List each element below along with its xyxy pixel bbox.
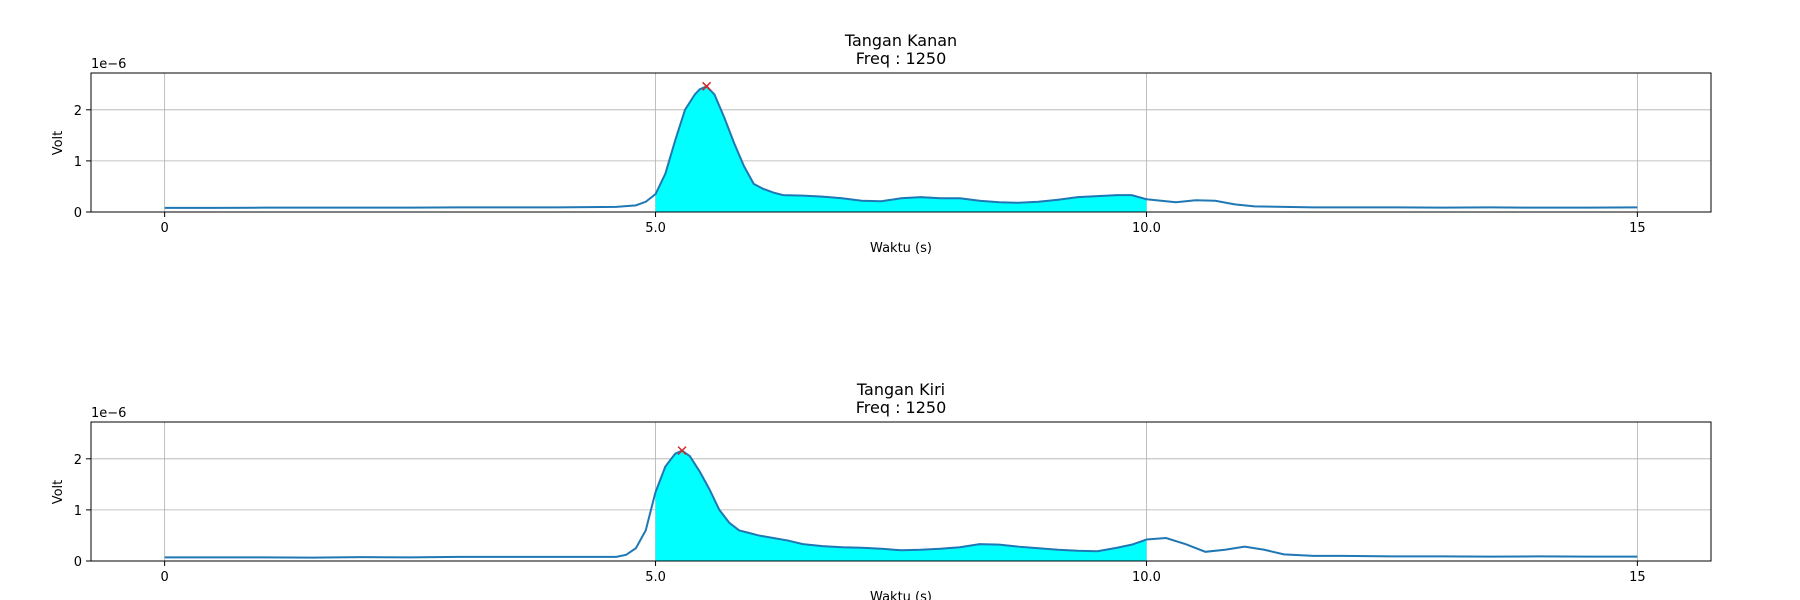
axes-frame — [90, 72, 1712, 213]
y-scale-label: 1e−6 — [91, 406, 126, 421]
chart-title: Tangan Kiri — [856, 380, 945, 399]
fill-area — [655, 450, 1147, 561]
x-tick-label: 10.0 — [1132, 221, 1161, 236]
axes-frame — [90, 421, 1712, 562]
x-axis-label: Waktu (s) — [870, 241, 932, 256]
x-tick-label: 10.0 — [1132, 570, 1161, 585]
y-ticks: 0 1 2 — [74, 104, 91, 221]
x-tick-label: 0 — [160, 570, 168, 585]
x-tick-label: 5.0 — [645, 570, 666, 585]
y-tick-label: 1 — [74, 155, 82, 170]
y-tick-label: 0 — [74, 555, 82, 570]
peak-marker — [702, 81, 712, 91]
y-tick-label: 0 — [74, 206, 82, 221]
peak-x-stroke — [677, 446, 687, 456]
peak-x-stroke — [702, 81, 712, 91]
chart-title: Tangan Kanan — [844, 31, 957, 50]
y-scale-label: 1e−6 — [91, 57, 126, 72]
fill-area — [655, 86, 1147, 212]
grid — [91, 73, 1711, 213]
chart-subtitle: Freq : 1250 — [856, 398, 947, 417]
x-ticks: 0 5.0 10.0 15 — [160, 561, 1646, 585]
chart-subtitle: Freq : 1250 — [856, 49, 947, 68]
y-ticks: 0 1 2 — [74, 453, 91, 570]
x-tick-label: 5.0 — [645, 221, 666, 236]
x-tick-label: 0 — [160, 221, 168, 236]
x-ticks: 0 5.0 10.0 15 — [160, 212, 1646, 236]
x-tick-label: 15 — [1629, 570, 1646, 585]
series-line — [164, 85, 1638, 209]
series-line — [164, 449, 1638, 559]
grid — [91, 422, 1711, 562]
y-tick-label: 2 — [74, 104, 82, 119]
x-tick-label: 15 — [1629, 221, 1646, 236]
y-tick-label: 1 — [74, 504, 82, 519]
y-tick-label: 2 — [74, 453, 82, 468]
y-axis-label: Volt — [51, 131, 66, 156]
subplot-tangan-kanan: 0 5.0 10.0 15 012 Tangan Kanan Freq : 1250 … — [51, 31, 1712, 256]
peak-marker — [677, 446, 687, 456]
subplot-tangan-kiri: 0 5.0 10.0 15 0 1 2 Tangan Kiri Freq : 1250 1… — [51, 380, 1712, 600]
x-axis-label: Waktu (s) — [870, 590, 932, 600]
y-axis-label: Volt — [51, 480, 66, 505]
